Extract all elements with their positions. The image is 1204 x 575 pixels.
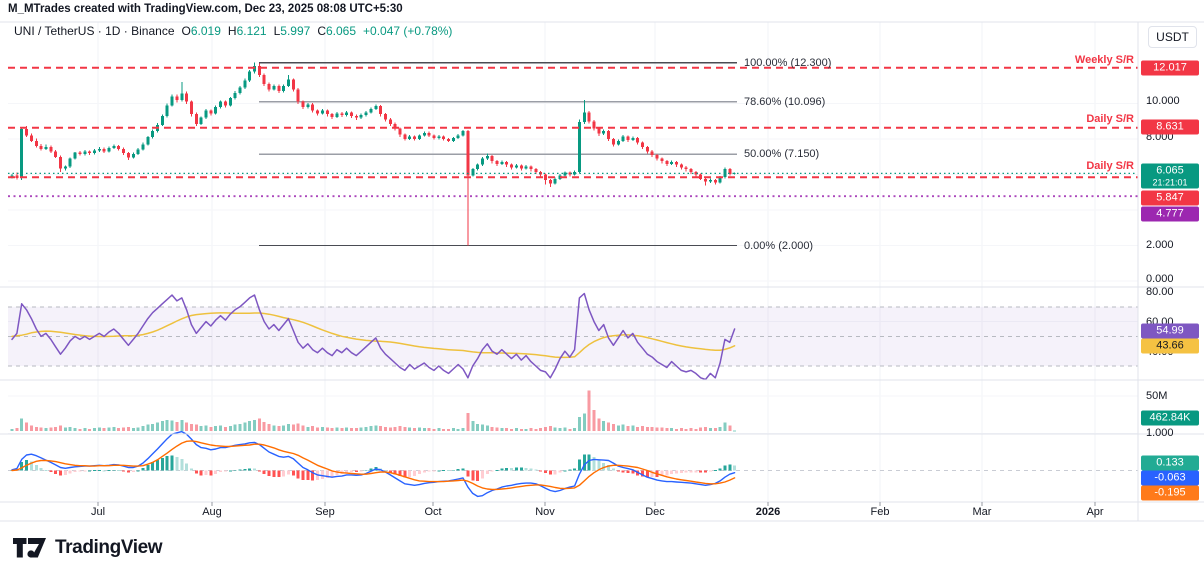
price-axis-label: 80.00 [1146, 286, 1174, 298]
time-axis-label[interactable]: Oct [424, 506, 442, 518]
ohlc-value: 6.019 [190, 24, 221, 38]
price-axis-label: 10.000 [1146, 95, 1180, 107]
support-resistance-label: Daily S/R [1086, 160, 1134, 172]
support-resistance-label: Daily S/R [1086, 113, 1134, 125]
price-badge: 8.631 [1141, 119, 1199, 135]
currency-unit-button[interactable]: USDT [1148, 26, 1197, 48]
time-axis-label[interactable]: Mar [972, 506, 992, 518]
ohlc-value: 5.997 [280, 24, 311, 38]
price-badge: 54.99 [1141, 323, 1199, 339]
price-axis-label: 0.000 [1146, 273, 1174, 285]
tradingview-logo-icon [13, 538, 46, 558]
time-axis-label[interactable]: Apr [1086, 506, 1104, 518]
price-badge: 5.847 [1141, 190, 1199, 206]
ohlc-key: C [317, 24, 326, 38]
countdown-timer: 21:21:01 [1152, 177, 1188, 188]
tradingview-logo-text: TradingView [55, 537, 163, 558]
ohlc-value: 6.121 [236, 24, 267, 38]
chart-area[interactable]: UNI / TetherUS · 1D · Binance O6.019 H6.12… [0, 0, 1204, 522]
price-badge: 0.133 [1141, 455, 1199, 471]
price-badge: -0.063 [1141, 470, 1199, 486]
time-axis-label[interactable]: Aug [202, 506, 222, 518]
price-badge: 4.777 [1141, 206, 1199, 222]
symbol-title[interactable]: UNI / TetherUS · 1D · Binance [14, 24, 175, 38]
price-badge: 12.017 [1141, 60, 1199, 76]
fib-level-label: 50.00% (7.150) [744, 148, 820, 161]
support-resistance-label: Weekly S/R [1074, 54, 1134, 66]
price-axis-label: 2.000 [1146, 239, 1174, 251]
ohlc-value: 6.065 [325, 24, 357, 38]
time-axis-label[interactable]: Feb [870, 506, 890, 518]
price-axis-label: 1.000 [1146, 427, 1174, 439]
tradingview-logo[interactable]: TradingView [13, 537, 163, 559]
ohlc-key: O [181, 24, 191, 38]
watermark-attribution-text: M_MTrades created with TradingView.com, … [8, 3, 403, 15]
fib-level-label: 78.60% (10.096) [744, 95, 826, 108]
footer-strip: TradingView [0, 522, 1204, 575]
ohlc-key: L [273, 24, 281, 38]
chart-canvas[interactable] [0, 0, 1204, 522]
ohlc-values: O6.019 H6.121 L5.997 C6.065 [175, 24, 357, 38]
price-axis-label: 50M [1146, 390, 1168, 402]
fib-level-label: 0.00% (2.000) [744, 239, 814, 252]
price-badge: 462.84K [1141, 410, 1199, 426]
price-badge: -0.195 [1141, 485, 1199, 501]
time-axis-label[interactable]: Sep [315, 506, 335, 518]
time-axis-label[interactable]: Dec [645, 506, 665, 518]
time-axis-label[interactable]: 2026 [755, 506, 781, 518]
price-badge: 6.065 21:21:01 [1141, 163, 1199, 189]
fib-level-label: 100.00% (12.300) [744, 56, 832, 69]
price-badge: 43.66 [1141, 338, 1199, 354]
ohlc-key: H [227, 24, 237, 38]
chart-legend[interactable]: UNI / TetherUS · 1D · Binance O6.019 H6.12… [14, 24, 452, 38]
time-axis-label[interactable]: Jul [90, 506, 106, 518]
change-value: +0.047 (+0.78%) [363, 24, 453, 38]
time-axis-label[interactable]: Nov [535, 506, 555, 518]
